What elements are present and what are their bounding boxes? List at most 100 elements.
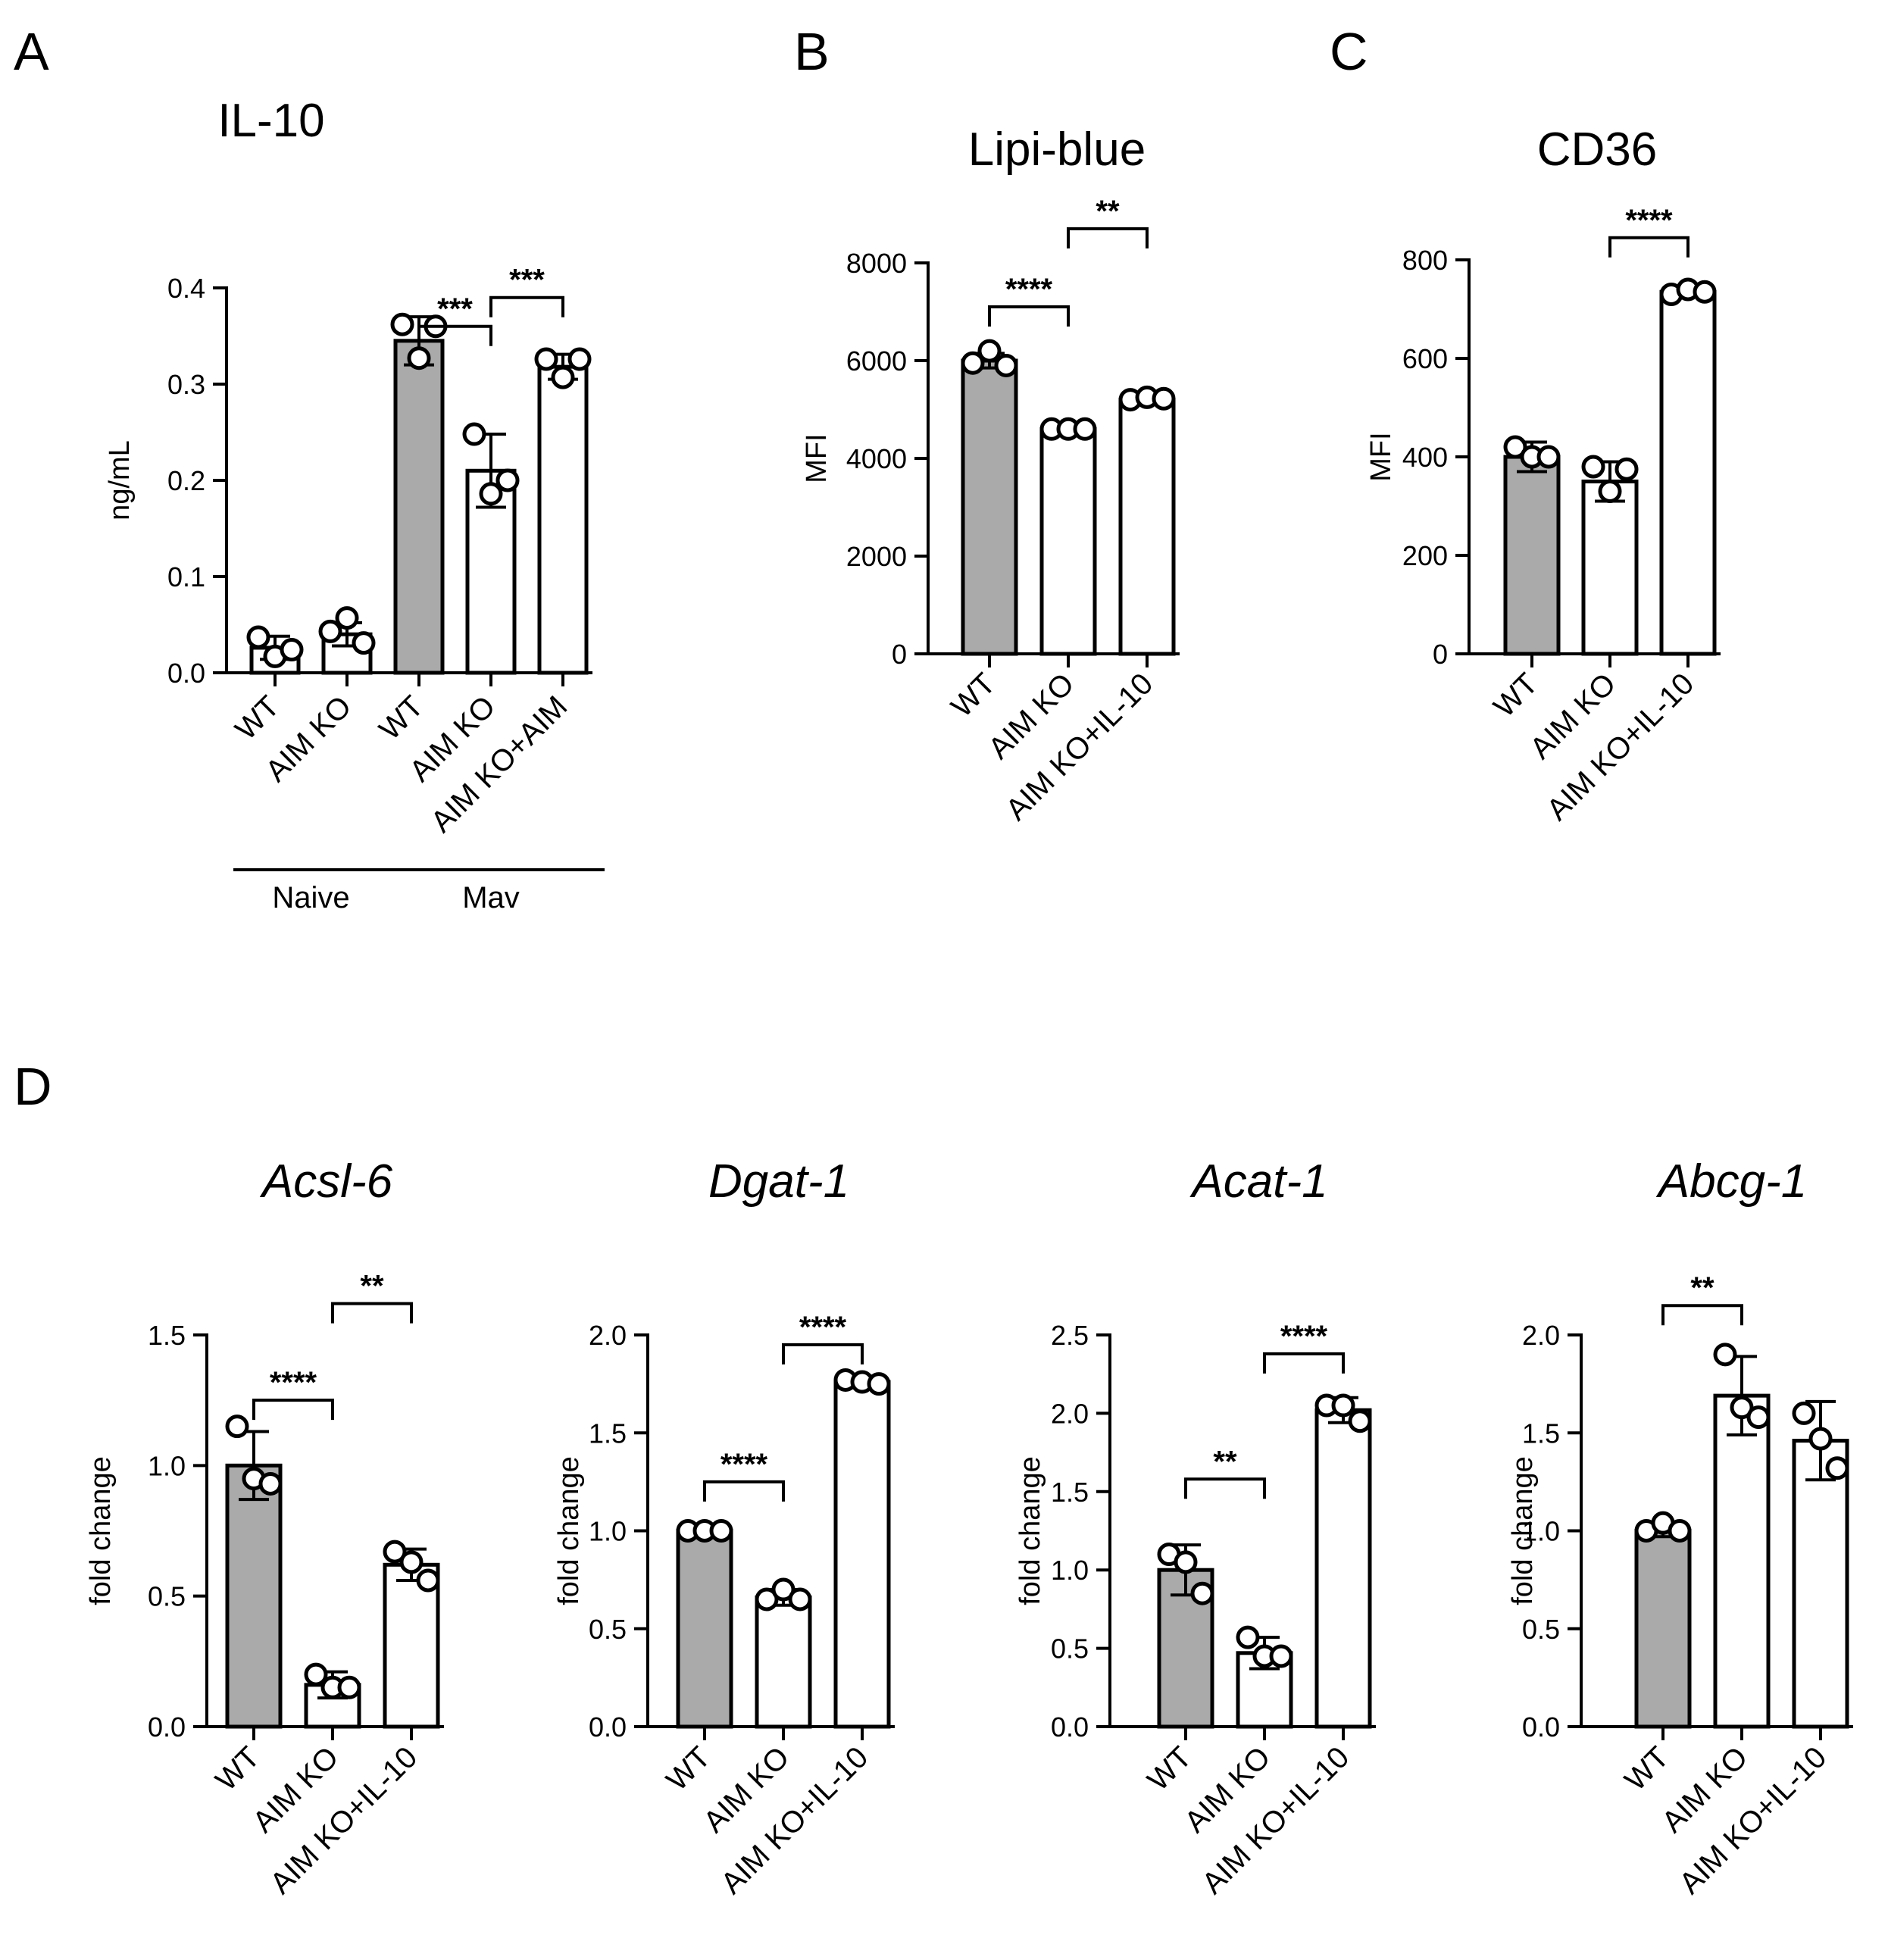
data-point	[534, 347, 558, 371]
data-point	[462, 422, 486, 446]
significance-bracket	[703, 1480, 785, 1502]
data-point	[1503, 435, 1527, 459]
bar	[1581, 480, 1639, 656]
data-point	[1746, 1405, 1771, 1430]
data-point	[1668, 1519, 1692, 1543]
data-point	[407, 346, 431, 370]
y-tick-label: 2.5	[1051, 1320, 1089, 1351]
significance-label: ****	[1625, 204, 1673, 237]
data-point	[335, 606, 359, 630]
panel-letter-b: B	[794, 22, 830, 81]
bar	[1314, 1408, 1372, 1729]
chart-title: CD36	[1537, 123, 1658, 176]
panel-letter-c: C	[1330, 22, 1368, 81]
data-point	[1614, 457, 1639, 481]
y-tick-label: 2.0	[1051, 1398, 1089, 1429]
y-tick-label: 1.0	[1522, 1516, 1560, 1547]
significance-bracket	[489, 295, 564, 317]
data-point	[1190, 1581, 1214, 1605]
y-tick-label: 0.5	[1051, 1633, 1089, 1665]
data-point	[225, 1415, 249, 1439]
significance-bracket	[1661, 1304, 1743, 1326]
data-point	[567, 347, 592, 371]
data-point	[771, 1577, 796, 1602]
data-point	[1730, 1396, 1754, 1420]
data-point	[258, 1471, 283, 1496]
y-tick-label: 400	[1402, 442, 1448, 473]
bar	[393, 339, 445, 675]
data-point	[1598, 480, 1622, 503]
y-tick-label: 2000	[846, 541, 907, 572]
data-point	[246, 625, 270, 649]
significance-label: ****	[721, 1448, 768, 1481]
y-axis-label: ng/mL	[104, 440, 136, 520]
data-point	[304, 1662, 328, 1686]
data-point	[280, 638, 304, 662]
data-point	[1693, 280, 1717, 304]
significance-bracket	[1263, 1352, 1345, 1374]
bar	[1713, 1393, 1771, 1729]
y-tick-label: 2.0	[1522, 1320, 1560, 1351]
data-point	[788, 1587, 812, 1611]
chart-title: Abcg-1	[1655, 1155, 1807, 1208]
data-point	[961, 351, 985, 375]
significance-label: ***	[509, 264, 545, 297]
y-tick-label: 1.5	[589, 1418, 627, 1449]
x-category-label: WT	[373, 689, 430, 746]
y-tick-label: 0	[1433, 639, 1448, 670]
significance-label: ****	[799, 1311, 847, 1344]
y-tick-label: 600	[1402, 343, 1448, 374]
y-tick-label: 8000	[846, 248, 907, 279]
bar	[1039, 427, 1097, 656]
x-category-label: WT	[945, 667, 1002, 724]
y-tick-label: 1.0	[148, 1450, 186, 1481]
data-point	[383, 1540, 407, 1564]
y-tick-label: 200	[1402, 540, 1448, 571]
bar	[537, 364, 589, 675]
significance-label: **	[1690, 1271, 1715, 1305]
significance-label: **	[1096, 195, 1120, 228]
data-point	[1348, 1409, 1372, 1433]
group-label: Naive	[272, 881, 349, 914]
data-point	[352, 631, 376, 655]
y-tick-label: 0.3	[167, 369, 205, 400]
y-tick-label: 800	[1402, 245, 1448, 276]
bar	[1634, 1529, 1692, 1729]
significance-bracket	[1184, 1477, 1266, 1499]
significance-bracket	[988, 305, 1070, 327]
significance-label: **	[1213, 1445, 1237, 1478]
y-tick-label: 0.5	[148, 1581, 186, 1612]
y-tick-label: 1.0	[589, 1516, 627, 1547]
y-tick-label: 6000	[846, 345, 907, 377]
x-category-label: WT	[209, 1740, 266, 1797]
chart-title: Lipi-blue	[968, 123, 1146, 176]
y-tick-label: 1.0	[1051, 1555, 1089, 1586]
data-point	[867, 1372, 891, 1396]
bar	[1503, 455, 1561, 656]
data-point	[1073, 417, 1097, 441]
chart-title: Acsl-6	[259, 1155, 393, 1208]
data-point	[551, 365, 575, 389]
y-tick-label: 0.0	[589, 1711, 627, 1743]
significance-label: ***	[437, 292, 473, 326]
data-point	[399, 1550, 424, 1574]
y-axis-label: MFI	[801, 433, 833, 483]
significance-bracket	[782, 1343, 864, 1364]
data-point	[1808, 1427, 1833, 1451]
data-point	[390, 312, 414, 336]
data-point	[1713, 1343, 1737, 1367]
x-category-label: WT	[660, 1740, 717, 1797]
data-point	[1825, 1456, 1849, 1480]
data-point	[416, 1568, 440, 1593]
y-tick-label: 0	[892, 639, 907, 670]
data-point	[1236, 1625, 1260, 1649]
data-point	[1792, 1401, 1816, 1425]
y-tick-label: 0.5	[589, 1614, 627, 1645]
chart-title: Acat-1	[1189, 1155, 1327, 1208]
data-point	[755, 1587, 779, 1611]
y-tick-label: 1.5	[1051, 1477, 1089, 1508]
y-tick-label: 1.5	[148, 1320, 186, 1351]
